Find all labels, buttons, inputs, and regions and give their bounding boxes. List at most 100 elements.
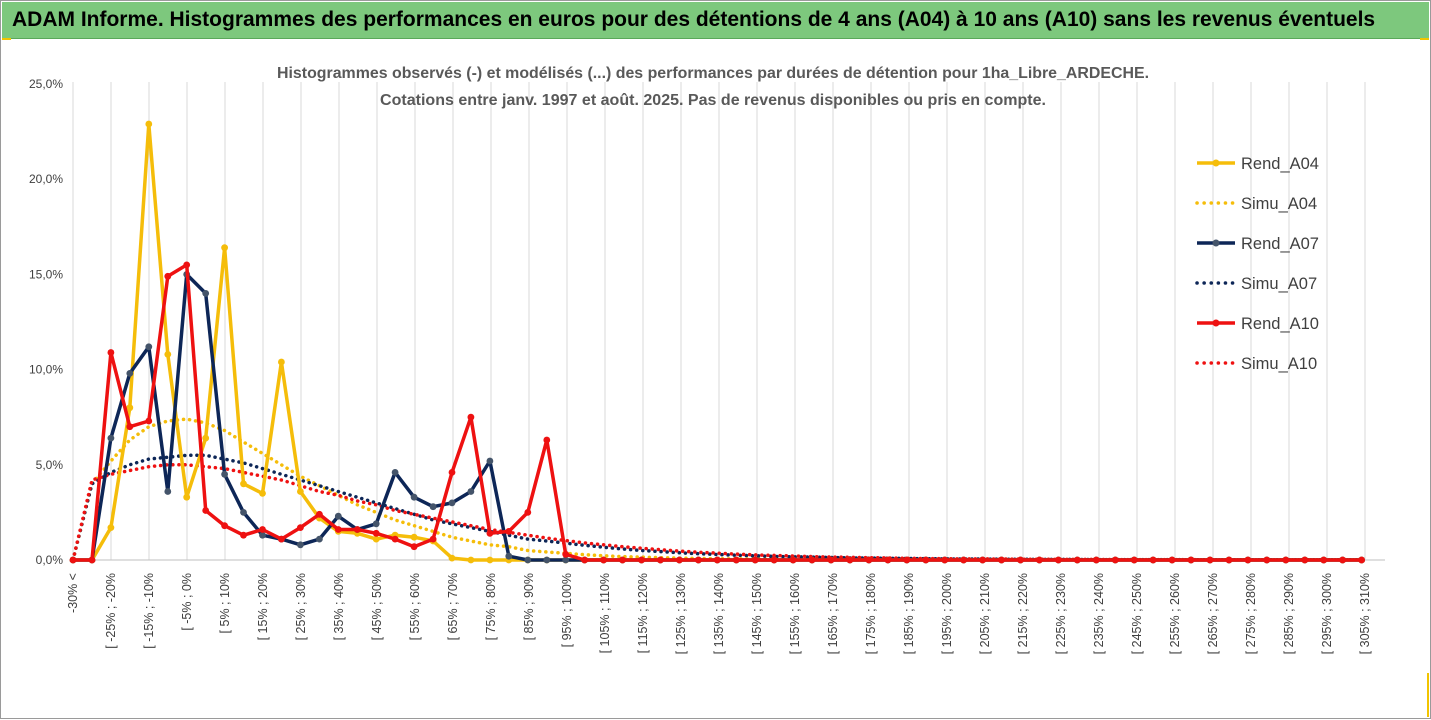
series-line-rend-a04 [73,122,1362,562]
y-tick-label: 25,0% [29,77,63,91]
corner-mark-top-right [1420,38,1429,40]
legend-marker-rend-a10 [1212,319,1220,327]
data-point-rend-a04 [107,524,115,531]
x-tick-label: [ 275% ; 280% [1244,573,1258,654]
data-point-rend-a10 [638,556,645,564]
data-point-rend-a10 [695,556,702,564]
data-point-rend-a10 [126,423,134,431]
corner-mark-bottom-right [1427,673,1429,717]
data-point-rend-a07 [297,541,304,549]
data-point-rend-a10 [941,556,949,564]
data-point-rend-a10 [1092,556,1100,564]
legend-marker-rend-a07 [1212,239,1220,247]
data-point-rend-a10 [960,556,967,564]
chart-subtitle: Cotations entre janv. 1997 et août. 2025… [380,92,1046,109]
data-point-rend-a10 [1130,556,1138,564]
x-tick-label: [ 65% ; 70% [446,573,460,640]
x-tick-label: [ 85% ; 90% [522,573,536,640]
x-tick-label: [ 75% ; 80% [484,573,498,640]
data-point-rend-a04 [240,480,247,488]
x-tick-label: [ 115% ; 120% [636,573,650,653]
data-point-rend-a04 [467,556,475,564]
data-point-rend-a04 [297,488,304,495]
series-line-simu-a04 [71,417,1364,562]
data-point-rend-a10 [1017,556,1024,564]
y-tick-label: 10,0% [29,363,63,377]
series-line-rend-a07 [73,272,1362,562]
series-line-rend-a10 [73,263,1362,562]
data-point-rend-a10 [1073,556,1081,564]
data-point-rend-a07 [467,488,475,495]
data-point-rend-a07 [126,370,134,377]
data-point-rend-a07 [486,457,494,465]
data-point-rend-a04 [126,404,134,412]
data-point-rend-a07 [505,552,513,560]
data-point-rend-a04 [164,351,172,358]
data-point-rend-a10 [429,535,437,543]
x-tick-label: [ 255% ; 260% [1168,573,1182,654]
data-point-rend-a10 [1320,556,1328,564]
data-point-rend-a10 [372,529,380,537]
data-point-rend-a10 [865,556,873,564]
x-tick-label: [ 225% ; 230% [1054,573,1068,654]
y-tick-label: 15,0% [29,267,63,281]
x-tick-label: [ 105% ; 110% [598,573,612,653]
x-tick-label: [ 55% ; 60% [408,573,422,640]
data-point-rend-a04 [202,434,210,442]
data-point-rend-a10 [524,509,532,516]
data-point-rend-a10 [827,556,835,564]
chart-title: Histogrammes observés (-) et modélisés (… [277,65,1149,82]
corner-mark-top-left [2,38,11,40]
y-tick-label: 20,0% [29,172,63,186]
x-tick-label: [ -5% ; 0% [180,573,194,631]
x-tick-label: [ 35% ; 40% [332,573,346,640]
data-point-rend-a10 [770,556,778,564]
data-point-rend-a10 [732,556,740,564]
x-tick-label: [ 15% ; 20% [256,573,270,640]
x-tick-label: [ 135% ; 140% [712,573,726,654]
data-point-rend-a10 [69,556,77,564]
data-point-rend-a10 [998,556,1005,564]
data-point-rend-a07 [448,499,456,507]
x-tick-label: -30% < [66,573,80,613]
data-point-rend-a10 [467,413,475,421]
y-tick-label: 5,0% [36,458,64,472]
data-point-rend-a10 [600,556,607,564]
x-tick-label: [ 265% ; 270% [1206,573,1220,654]
data-point-rend-a10 [581,556,588,564]
legend-label-simu-a04: Simu_A04 [1241,195,1317,213]
data-point-rend-a10 [316,510,323,518]
x-tick-label: [ 245% ; 250% [1130,573,1144,654]
data-point-rend-a07 [202,290,210,297]
legend-marker-rend-a04 [1212,159,1220,167]
data-point-rend-a10 [164,272,172,280]
report-banner: ADAM Informe. Histogrammes des performan… [2,2,1429,39]
data-point-rend-a10 [278,535,285,543]
data-point-rend-a10 [1282,556,1290,564]
x-tick-label: [ 125% ; 130% [674,573,688,654]
data-point-rend-a10 [1358,556,1365,564]
data-point-rend-a10 [88,556,96,564]
data-point-rend-a04 [145,120,153,128]
data-point-rend-a10 [1244,556,1252,564]
data-point-rend-a10 [922,556,930,564]
data-point-rend-a04 [183,493,191,501]
data-point-rend-a10 [448,469,456,476]
x-tick-label: [ 215% ; 220% [1016,573,1030,654]
data-point-rend-a10 [334,526,342,533]
x-tick-label: [ 285% ; 290% [1282,573,1296,654]
data-point-rend-a10 [789,556,797,564]
legend-label-simu-a10: Simu_A10 [1241,355,1317,373]
legend-label-rend-a04: Rend_A04 [1241,155,1319,173]
data-point-rend-a07 [221,470,229,478]
x-tick-label: [ 195% ; 200% [940,573,954,654]
data-point-rend-a10 [1187,556,1195,564]
data-point-rend-a10 [1111,556,1119,564]
data-point-rend-a10 [1263,556,1271,564]
data-point-rend-a07 [259,531,266,539]
data-point-rend-a10 [259,526,266,533]
data-point-rend-a07 [316,535,323,543]
data-point-rend-a10 [884,556,892,564]
y-tick-label: 0,0% [36,553,64,567]
